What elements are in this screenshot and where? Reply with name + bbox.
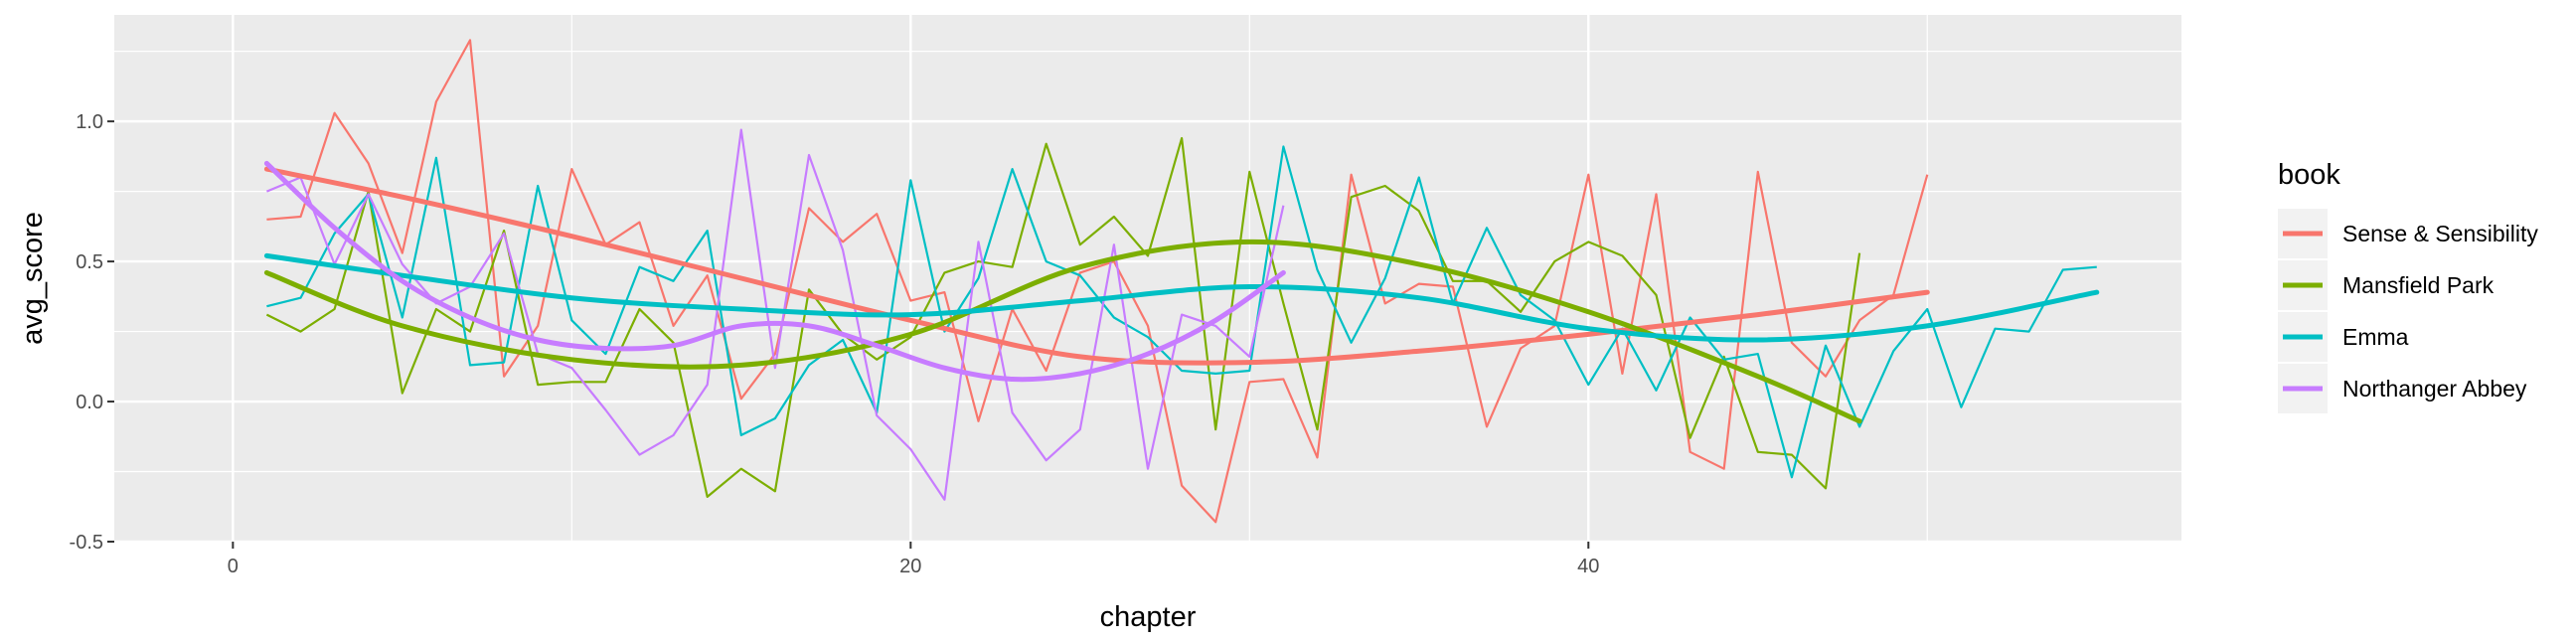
smooth-line-emma: [263, 252, 2100, 343]
legend: book Sense & Sensibility Mansfield Park Em…: [2278, 159, 2538, 413]
minor-gridlines: [114, 15, 2181, 542]
x-axis-title: chapter: [1100, 601, 1197, 633]
legend-label-northanger-abbey: Northanger Abbey: [2342, 376, 2527, 402]
smooth-line-sense-sensibility: [263, 166, 1930, 366]
legend-label-mansfield-park: Mansfield Park: [2342, 272, 2495, 298]
major-gridlines: [114, 15, 2181, 544]
series-line-mansfield-park: [265, 136, 1861, 498]
x-axis-ticks: 0 20 40: [228, 542, 1599, 577]
y-tick-label: -0.5: [70, 532, 103, 554]
y-axis-ticks: -0.5 0.0 0.5 1.0: [70, 111, 114, 554]
y-tick-label: 0.0: [76, 392, 103, 413]
legend-label-emma: Emma: [2342, 324, 2409, 350]
y-tick-label: 1.0: [76, 111, 103, 133]
x-tick-label: 40: [1577, 556, 1599, 577]
smooth-line-mansfield-park: [263, 239, 1862, 424]
x-tick-label: 0: [228, 556, 239, 577]
y-axis-title: avg_score: [17, 212, 49, 345]
smooth-line-northanger-abbey: [263, 160, 1286, 383]
plot-panel: [114, 15, 2181, 542]
legend-title: book: [2278, 159, 2340, 191]
legend-label-sense-sensibility: Sense & Sensibility: [2342, 221, 2538, 246]
legend-items: Sense & Sensibility Mansfield Park Emma Nor…: [2278, 209, 2538, 413]
y-tick-label: 0.5: [76, 251, 103, 273]
smoothed-series-lines: [263, 160, 2100, 424]
series-line-sense-sensibility: [266, 39, 1929, 524]
series-line-emma: [266, 145, 2097, 479]
x-tick-label: 20: [899, 556, 921, 577]
